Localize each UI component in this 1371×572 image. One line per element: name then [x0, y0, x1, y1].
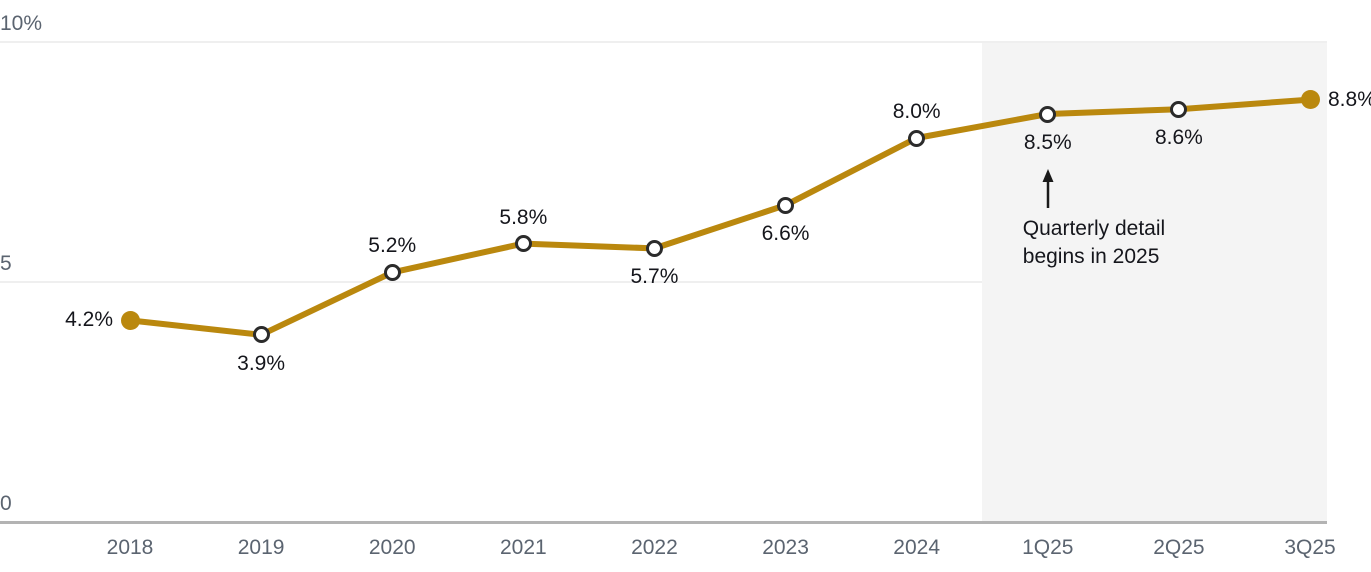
annotation-text: Quarterly detail begins in 2025 [1022, 217, 1166, 268]
data-point-label: 8.5% [1023, 131, 1072, 154]
data-point-open [252, 326, 270, 344]
x-tick-label: 2023 [762, 536, 809, 559]
data-point-open [777, 196, 795, 214]
x-axis-line [0, 521, 1327, 524]
data-point-label: 8.6% [1154, 126, 1203, 150]
x-tick-label: 2021 [499, 536, 547, 559]
annotation-arrow-icon [1041, 169, 1055, 214]
x-tick-label: 2Q25 [1153, 536, 1205, 559]
highlight-region [982, 43, 1327, 522]
y-tick-label: 0 [0, 492, 12, 515]
x-tick-label: 2022 [631, 536, 678, 559]
data-point-open [1170, 100, 1188, 118]
data-point-label: 6.6% [761, 222, 810, 246]
x-tick-label: 2018 [106, 536, 154, 559]
x-tick-label: 1Q25 [1022, 536, 1074, 559]
data-point-filled [1300, 90, 1320, 110]
gridline [0, 41, 1327, 43]
data-point-label: 8.8% [1328, 87, 1371, 111]
y-tick-label: 10% [0, 12, 43, 35]
data-point-open [645, 239, 663, 257]
data-point-label: 3.9% [237, 351, 286, 375]
data-point-label: 4.2% [65, 308, 113, 332]
data-point-open [383, 263, 401, 281]
x-tick-label: 2020 [368, 536, 416, 559]
data-point-open [908, 129, 926, 147]
x-tick-label: 3Q25 [1284, 536, 1336, 559]
x-tick-label: 2024 [893, 536, 941, 559]
data-point-label: 5.8% [499, 205, 548, 229]
data-point-open [514, 235, 532, 253]
y-tick-label: 5 [0, 252, 12, 275]
data-point-label: 5.7% [630, 265, 679, 289]
data-point-label: 5.2% [368, 234, 417, 258]
data-point-open [1039, 105, 1057, 123]
data-point-filled [120, 310, 140, 330]
data-point-label: 8.0% [892, 100, 941, 123]
x-tick-label: 2019 [237, 536, 285, 559]
